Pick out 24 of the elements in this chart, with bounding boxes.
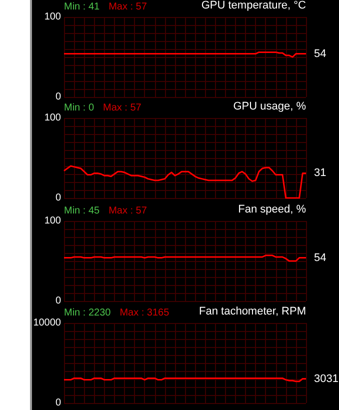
chart-title: Fan tachometer, RPM: [199, 306, 306, 318]
text: Min : 45: [64, 206, 100, 216]
text: Max : 57: [103, 102, 142, 114]
y-tick-label: 0: [55, 296, 62, 306]
text: Max : 57: [108, 2, 148, 12]
text: Min : 0: [64, 102, 94, 114]
text: Min : 41: [64, 2, 100, 12]
y-tick-label: 0: [55, 92, 62, 102]
chart-title: Fan speed, %: [238, 204, 306, 216]
chart-title: GPU usage, %: [233, 100, 306, 112]
y-tick-label: 100: [44, 112, 62, 124]
chart-title: GPU temperature, °C: [201, 0, 306, 12]
y-tick-label: 100: [44, 216, 62, 226]
y-tick-label: 0: [55, 398, 62, 408]
y-tick-label: 100: [44, 12, 62, 22]
data-label: 3031: [314, 372, 338, 385]
text: Max : 57: [108, 206, 148, 216]
data-label: 31: [314, 167, 326, 180]
text: Max : 3165: [120, 308, 170, 318]
data-label: 54: [314, 252, 326, 264]
y-tick-label: 0: [55, 192, 62, 204]
text: Min : 2230: [64, 308, 112, 318]
y-tick-label: 10000: [33, 318, 62, 328]
data-label: 54: [314, 48, 326, 60]
